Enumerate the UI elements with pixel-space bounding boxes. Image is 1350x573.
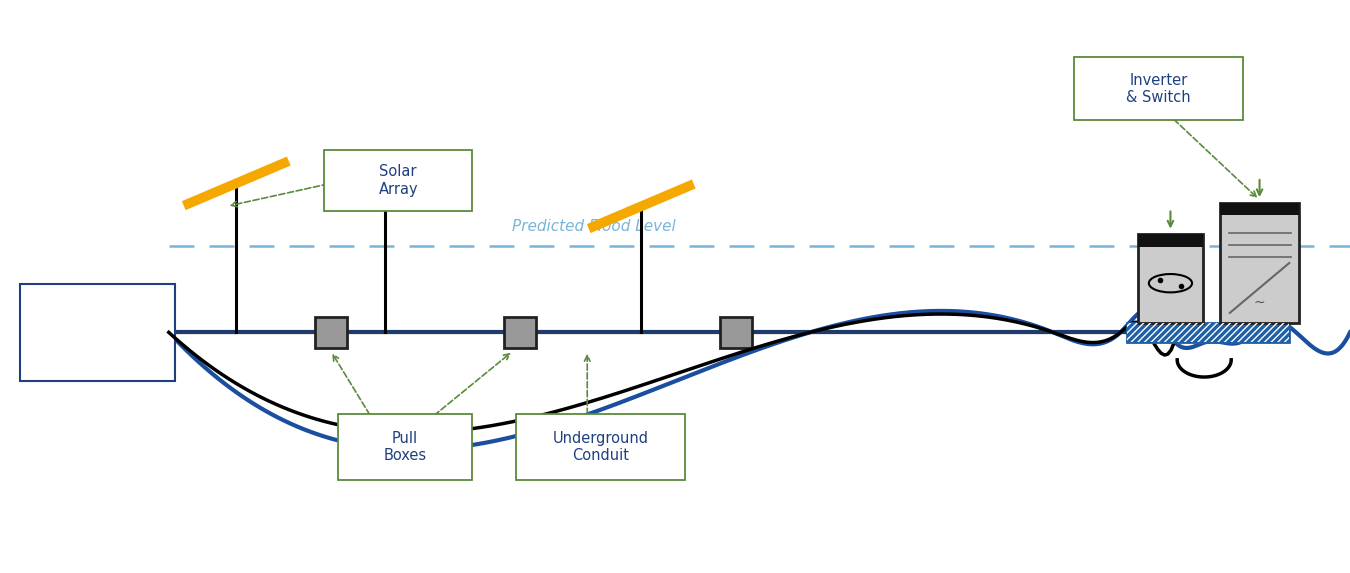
Bar bbox=[1127, 323, 1289, 342]
Bar bbox=[315, 316, 347, 348]
Bar bbox=[1138, 234, 1203, 323]
Bar bbox=[720, 316, 752, 348]
Bar bbox=[1220, 203, 1299, 215]
Text: Ground
Level: Ground Level bbox=[69, 316, 126, 348]
Bar bbox=[504, 316, 536, 348]
FancyBboxPatch shape bbox=[324, 150, 472, 210]
Bar bbox=[1220, 203, 1299, 323]
Bar bbox=[1127, 323, 1289, 342]
FancyBboxPatch shape bbox=[1073, 57, 1242, 120]
Text: Underground
Conduit: Underground Conduit bbox=[552, 431, 649, 463]
FancyBboxPatch shape bbox=[516, 414, 686, 480]
Text: ~: ~ bbox=[1254, 296, 1265, 310]
FancyBboxPatch shape bbox=[19, 284, 174, 381]
Text: Inverter
& Switch: Inverter & Switch bbox=[1126, 73, 1191, 105]
FancyBboxPatch shape bbox=[338, 414, 472, 480]
Bar bbox=[1138, 234, 1203, 247]
Text: Pull
Boxes: Pull Boxes bbox=[383, 431, 427, 463]
Text: Solar
Array: Solar Array bbox=[378, 164, 418, 197]
Text: Predicted Flood Level: Predicted Flood Level bbox=[512, 219, 676, 234]
